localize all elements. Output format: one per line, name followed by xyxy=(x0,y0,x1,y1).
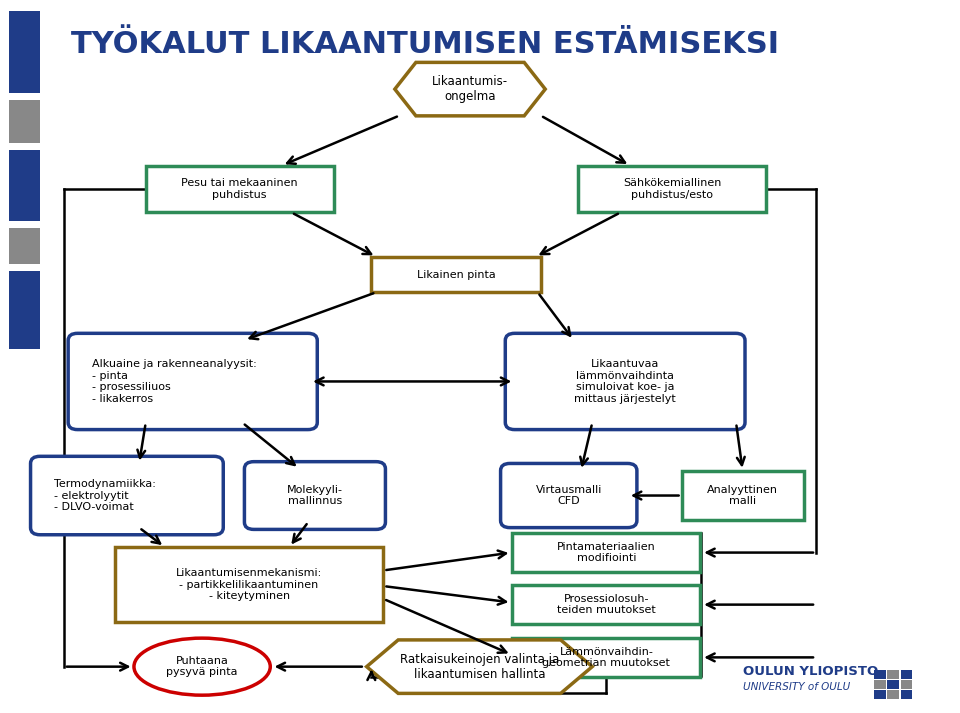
FancyBboxPatch shape xyxy=(682,471,804,520)
FancyBboxPatch shape xyxy=(513,637,701,677)
Text: Molekyyli-
mallinnus: Molekyyli- mallinnus xyxy=(287,485,343,506)
FancyBboxPatch shape xyxy=(146,165,334,212)
FancyBboxPatch shape xyxy=(245,462,385,529)
Bar xyxy=(900,680,912,689)
Ellipse shape xyxy=(134,638,271,695)
Text: Termodynamiikka:
- elektrolyytit
- DLVO-voimat: Termodynamiikka: - elektrolyytit - DLVO-… xyxy=(54,479,156,512)
Bar xyxy=(10,271,40,349)
Bar xyxy=(875,690,885,699)
FancyBboxPatch shape xyxy=(31,456,224,535)
Polygon shape xyxy=(367,640,592,693)
Bar xyxy=(10,228,40,264)
Text: Pesu tai mekaaninen
puhdistus: Pesu tai mekaaninen puhdistus xyxy=(181,178,298,200)
Text: OULUN YLIOPISTO: OULUN YLIOPISTO xyxy=(743,665,877,678)
Bar xyxy=(900,690,912,699)
FancyBboxPatch shape xyxy=(578,165,766,212)
Bar xyxy=(10,11,40,93)
Text: Puhtaana
pysyvä pinta: Puhtaana pysyvä pinta xyxy=(166,656,238,677)
FancyBboxPatch shape xyxy=(513,585,701,625)
Bar xyxy=(887,680,899,689)
FancyBboxPatch shape xyxy=(513,533,701,572)
Text: Likaantumis-
ongelma: Likaantumis- ongelma xyxy=(432,75,508,103)
Text: Virtausmalli
CFD: Virtausmalli CFD xyxy=(536,485,602,506)
FancyBboxPatch shape xyxy=(115,548,383,622)
Polygon shape xyxy=(395,63,545,116)
FancyBboxPatch shape xyxy=(505,334,745,429)
Bar xyxy=(10,150,40,221)
Text: Pintamateriaalien
modifiointi: Pintamateriaalien modifiointi xyxy=(557,542,656,563)
Text: Prosessiolosuh-
teiden muutokset: Prosessiolosuh- teiden muutokset xyxy=(557,594,656,615)
Bar xyxy=(900,670,912,679)
Text: Alkuaine ja rakenneanalyysit:
- pinta
- prosessiliuos
- likakerros: Alkuaine ja rakenneanalyysit: - pinta - … xyxy=(91,359,256,404)
Bar xyxy=(875,680,885,689)
FancyBboxPatch shape xyxy=(68,334,317,429)
Text: Analyyttinen
malli: Analyyttinen malli xyxy=(708,485,779,506)
FancyBboxPatch shape xyxy=(500,463,636,528)
Bar xyxy=(875,670,885,679)
FancyBboxPatch shape xyxy=(372,257,540,292)
Text: Ratkaisukeinojen valinta ja
likaantumisen hallinta: Ratkaisukeinojen valinta ja likaantumise… xyxy=(399,652,559,681)
Text: Likaantumisenmekanismi:
- partikkelilikaantuminen
- kiteytyminen: Likaantumisenmekanismi: - partikkelilika… xyxy=(176,568,323,601)
Text: Likaantuvaa
lämmönvaihdinta
simuloivat koe- ja
mittaus järjestelyt: Likaantuvaa lämmönvaihdinta simuloivat k… xyxy=(574,359,676,404)
Text: Likainen pinta: Likainen pinta xyxy=(417,270,495,279)
Bar xyxy=(887,690,899,699)
Text: Lämmönvaihdin-
geometrian muutokset: Lämmönvaihdin- geometrian muutokset xyxy=(542,647,670,668)
Bar xyxy=(10,100,40,143)
Text: Sähkökemiallinen
puhdistus/esto: Sähkökemiallinen puhdistus/esto xyxy=(623,178,721,200)
Bar xyxy=(887,670,899,679)
Text: TYÖKALUT LIKAANTUMISEN ESTÄMISEKSI: TYÖKALUT LIKAANTUMISEN ESTÄMISEKSI xyxy=(70,30,779,59)
Text: UNIVERSITY of OULU: UNIVERSITY of OULU xyxy=(743,682,850,692)
